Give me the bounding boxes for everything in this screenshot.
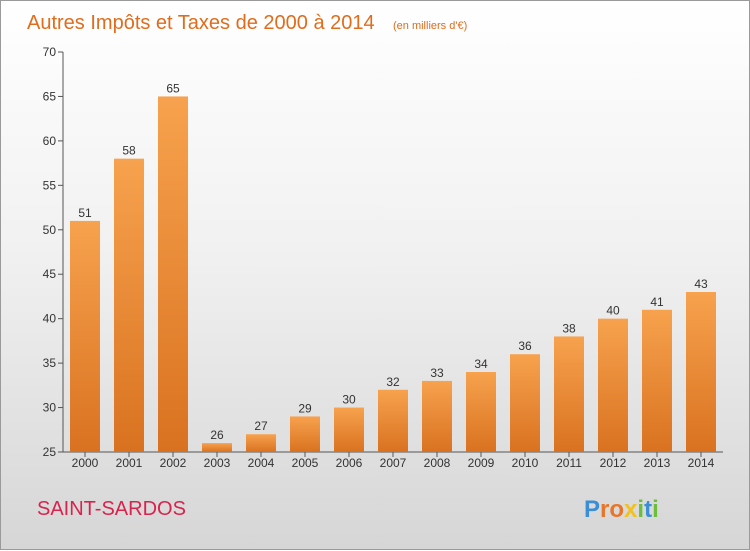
bar-2002 [158,96,188,452]
y-tick-label: 35 [43,356,57,370]
bar-2011 [554,336,584,452]
x-tick-label-2005: 2005 [292,456,319,470]
logo-letter: i [652,496,659,523]
data-label-2002: 65 [166,81,180,95]
data-label-2004: 27 [254,419,268,433]
data-label-2005: 29 [298,401,312,415]
data-label-2008: 33 [430,366,444,380]
x-tick-label-2009: 2009 [468,456,495,470]
data-label-2014: 43 [694,277,708,291]
bar-2012 [598,318,628,452]
x-tick-label-2010: 2010 [512,456,539,470]
data-label-2000: 51 [78,206,92,220]
logo-letter: P [584,496,600,523]
data-label-2010: 36 [518,339,532,353]
x-tick-label-2000: 2000 [72,456,99,470]
bars-group: 51 58 65 26 27 29 30 32 33 34 36 38 40 41 43 [70,81,716,452]
bar-2007 [378,389,408,452]
x-tick-label-2008: 2008 [424,456,451,470]
chart-unit-subtitle: (en milliers d'€) [393,20,467,32]
data-label-2011: 38 [562,321,576,335]
y-tick-label: 25 [43,445,57,459]
x-tick-label-2013: 2013 [644,456,671,470]
bar-2014 [686,292,716,452]
y-tick-label: 45 [43,267,57,281]
chart-title: Autres Impôts et Taxes de 2000 à 2014 [27,12,375,34]
logo-letter: x [624,496,638,523]
bar-2008 [422,380,452,452]
data-label-2007: 32 [386,375,400,389]
logo-letter: t [644,496,652,523]
x-tick-label-2007: 2007 [380,456,407,470]
x-tick-label-2002: 2002 [160,456,187,470]
y-tick-label: 50 [43,223,57,237]
data-label-2006: 30 [342,393,356,407]
y-tick-label: 55 [43,178,57,192]
y-tick-label: 70 [43,45,57,59]
bar-2010 [510,354,540,452]
bar-2005 [290,416,320,452]
y-tick-label: 40 [43,312,57,326]
proxiti-logo: Proxiti [584,496,659,523]
x-tick-label-2004: 2004 [248,456,275,470]
x-tick-label-2003: 2003 [204,456,231,470]
data-label-2001: 58 [122,144,136,158]
data-label-2012: 40 [606,304,620,318]
y-tick-label: 30 [43,401,57,415]
bar-2006 [334,407,364,452]
bar-2004 [246,434,276,452]
data-label-2003: 26 [210,428,224,442]
axes: 25 30 35 40 45 50 55 60 65 70 2000 2001 2002 2003 2004… [43,45,723,470]
x-tick-label-2011: 2011 [556,456,582,470]
bar-2009 [466,372,496,452]
x-tick-label-2001: 2001 [116,456,143,470]
logo-letter: i [637,496,644,523]
x-tick-label-2012: 2012 [600,456,627,470]
y-tick-label: 60 [43,134,57,148]
bar-2013 [642,309,672,452]
bar-2003 [202,443,232,452]
logo-letter: r [600,496,609,523]
x-tick-label-2006: 2006 [336,456,363,470]
y-tick-label: 65 [43,89,57,103]
x-tick-label-2014: 2014 [688,456,715,470]
data-label-2009: 34 [474,357,488,371]
data-label-2013: 41 [650,295,664,309]
commune-name: SAINT-SARDOS [37,498,186,520]
bar-2001 [114,158,144,452]
logo-letter: o [609,496,624,523]
bar-2000 [70,220,100,452]
